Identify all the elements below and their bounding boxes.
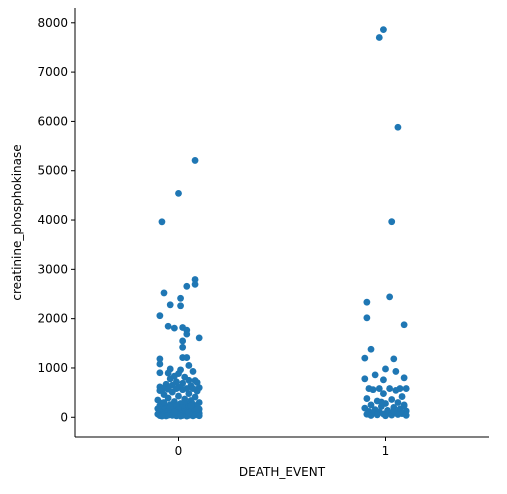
data-point	[363, 395, 371, 402]
data-point	[367, 412, 375, 419]
data-point	[398, 393, 406, 400]
data-point	[181, 398, 189, 405]
y-tick-label: 7000	[37, 65, 68, 79]
data-point	[179, 343, 187, 351]
data-point	[158, 412, 166, 420]
data-point	[191, 280, 199, 288]
y-tick-label: 2000	[37, 312, 68, 326]
data-point	[400, 401, 408, 409]
data-point	[156, 369, 164, 377]
data-point	[400, 321, 408, 329]
y-tick-label: 5000	[37, 164, 68, 178]
data-point	[386, 385, 394, 392]
data-point	[392, 368, 400, 375]
data-point	[164, 369, 172, 377]
data-point	[160, 399, 168, 406]
data-point	[166, 301, 174, 309]
y-tick-label: 0	[60, 410, 68, 424]
y-tick-label: 1000	[37, 361, 68, 375]
data-point	[164, 322, 172, 330]
data-point	[183, 330, 191, 338]
data-point	[373, 411, 381, 419]
data-point	[363, 314, 371, 322]
data-point	[185, 362, 193, 369]
points-layer	[154, 26, 410, 420]
data-point	[168, 388, 176, 396]
data-point	[380, 390, 387, 398]
data-point	[380, 376, 387, 384]
data-point	[369, 386, 377, 394]
data-point	[361, 375, 369, 383]
data-point	[375, 34, 383, 41]
data-point	[193, 379, 201, 386]
data-point	[361, 354, 369, 362]
data-point	[164, 394, 172, 402]
data-point	[160, 289, 168, 297]
data-point	[156, 360, 164, 368]
data-point	[177, 302, 184, 310]
data-point	[187, 402, 195, 410]
data-point	[363, 298, 371, 306]
data-point	[367, 345, 375, 353]
data-point	[375, 385, 383, 392]
data-point	[166, 403, 174, 411]
data-point	[183, 282, 191, 290]
y-tick-label: 6000	[37, 114, 68, 128]
y-axis-label: creatinine_phosphokinase	[10, 144, 24, 300]
data-point	[185, 376, 193, 384]
data-point	[189, 368, 197, 375]
data-point	[390, 407, 398, 415]
data-point	[367, 401, 375, 409]
data-point	[177, 412, 184, 420]
data-point	[382, 365, 389, 373]
x-tick-label: 0	[175, 444, 183, 458]
y-tick-label: 3000	[37, 262, 68, 276]
x-axis-label: DEATH_EVENT	[239, 465, 326, 479]
data-point	[394, 123, 402, 131]
data-point	[185, 409, 193, 417]
data-point	[377, 398, 385, 406]
data-point	[195, 412, 203, 420]
data-point	[193, 387, 201, 395]
data-point	[382, 412, 389, 420]
data-point	[156, 355, 164, 363]
data-point	[402, 385, 410, 392]
y-ticks: 0 1000 2000 3000 4000 5000 6000 7000 8000	[37, 16, 75, 424]
data-point	[394, 399, 402, 406]
data-point	[175, 392, 182, 400]
y-tick-label: 8000	[37, 16, 68, 30]
data-point	[170, 324, 178, 332]
data-point	[166, 375, 174, 383]
data-point	[158, 218, 166, 226]
data-point	[183, 354, 191, 361]
data-point	[191, 276, 199, 283]
data-point	[170, 408, 178, 416]
data-point	[179, 386, 187, 394]
data-point	[388, 396, 396, 403]
data-point	[195, 334, 203, 342]
data-point	[179, 337, 187, 345]
data-point	[386, 293, 394, 301]
data-point	[185, 390, 193, 398]
data-point	[371, 371, 379, 379]
data-point	[191, 157, 199, 164]
data-point	[400, 374, 408, 382]
x-tick-label: 1	[382, 444, 390, 458]
data-point	[380, 26, 387, 34]
data-point	[156, 312, 164, 320]
data-point	[402, 411, 410, 419]
y-tick-label: 4000	[37, 213, 68, 227]
data-point	[392, 387, 400, 394]
data-point	[175, 190, 182, 197]
data-point	[388, 218, 396, 226]
data-point	[177, 294, 184, 302]
data-point	[390, 355, 398, 363]
data-point	[193, 405, 201, 413]
